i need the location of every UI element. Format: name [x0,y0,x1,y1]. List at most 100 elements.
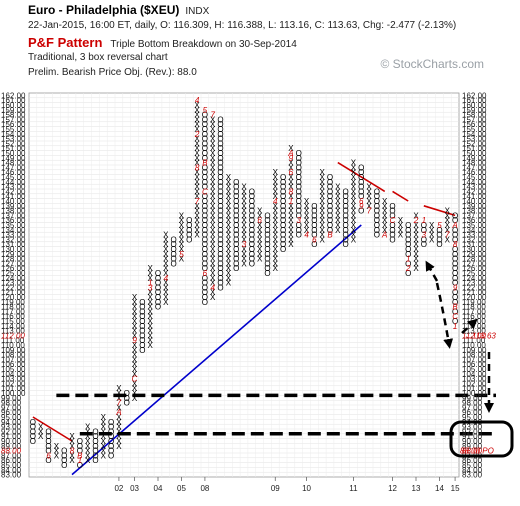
pf-o-box: O [296,211,302,220]
y-tick-label-left: 106.00 [1,360,26,369]
pf-x-box: X [116,432,122,441]
pf-o-box: O [124,394,130,403]
month-marker: 6 [46,451,51,460]
pf-x-box: X [163,245,169,254]
pf-x-box: X [366,202,372,211]
month-marker: 2 [405,264,411,273]
pf-o-box: O [92,437,98,446]
pf-x-box: X [54,447,60,456]
y-tick-label-left: 123.00 [1,279,26,288]
y-tick-label-left: 137.00 [1,211,26,220]
pf-o-box: O [92,432,98,441]
pf-x-box: X [241,211,247,220]
pf-o-box: O [233,207,239,216]
pf-x-box: X [210,264,216,273]
month-marker: B [77,451,83,460]
pf-x-box: X [382,207,388,216]
pf-o-box: O [358,163,364,172]
pf-x-box: X [335,207,341,216]
pf-o-box: O [280,240,286,249]
pf-x-box: X [69,451,75,460]
x-tick-label: 10 [302,484,311,493]
pf-o-box: O [108,442,114,451]
y-tick-label-right: 123.00 [462,279,487,288]
y-tick-label-left: 88.00 [1,447,22,456]
month-marker: B [327,231,333,240]
pf-o-box: O [202,178,208,187]
pf-x-box: X [241,207,247,216]
pf-x-box: X [320,192,326,201]
pf-o-box: O [202,183,208,192]
y-tick-label-left: 157.00 [1,115,26,124]
pf-o-box: O [217,154,223,163]
pf-x-box: X [241,216,247,225]
y-tick-label-right: 93.00 [462,423,483,432]
pf-o-box: O [343,202,349,211]
pf-x-box: X [413,259,419,268]
pf-o-box: O [327,216,333,225]
pf-o-box: O [139,341,145,350]
pf-o-box: O [202,144,208,153]
month-marker: 3 [148,283,153,292]
pf-x-box: X [148,312,154,321]
pf-o-box: O [280,178,286,187]
pf-x-box: X [116,389,122,398]
pf-o-box: O [217,216,223,225]
month-marker: A [381,231,387,240]
x-tick-label: 13 [412,484,421,493]
pf-o-box: O [155,283,161,292]
pf-o-box: O [264,231,270,240]
pf-o-box: O [374,202,380,211]
pf-x-box: X [335,187,341,196]
pf-o-box: O [296,202,302,211]
y-tick-label-right: 117.00 [462,307,486,316]
y-tick-label-right: 98.00 [462,399,483,408]
y-tick-label-right: 116.00 [462,312,486,321]
y-tick-label-left: 92.00 [1,427,22,436]
pf-x-box: X [210,202,216,211]
y-tick-label-right: 134.00 [462,226,487,235]
y-tick-label-right: 108.00 [462,351,487,360]
pf-x-box: X [351,173,357,182]
pf-o-box: O [217,168,223,177]
pf-o-box: O [311,240,317,249]
pf-x-box: X [163,283,169,292]
pf-o-box: O [202,288,208,297]
pf-x-box: X [288,221,294,230]
y-tick-label-left: 158.00 [1,111,26,120]
pf-x-box: X [273,259,279,268]
pf-o-box: O [264,255,270,264]
y-tick-label-right: 107.00 [462,355,487,364]
pf-o-box: O [405,250,411,259]
y-tick-label-left: 138.00 [1,207,26,216]
pf-o-box: O [217,187,223,196]
pf-o-box: O [61,451,67,460]
y-tick-label-right: 133.00 [462,231,487,240]
pf-x-box: X [148,327,154,336]
pf-o-box: O [280,173,286,182]
pf-x-box: X [194,202,200,211]
pf-o-box: O [217,163,223,172]
pf-x-box: X [445,221,451,230]
pf-o-box: O [249,240,255,249]
pf-x-box: X [69,432,75,441]
pf-x-box: X [54,442,60,451]
pf-o-box: O [327,178,333,187]
pf-x-box: X [304,216,310,225]
pf-o-box: O [233,178,239,187]
y-tick-label-left: 117.00 [1,307,25,316]
pf-x-box: X [148,274,154,283]
pf-o-box: O [421,226,427,235]
y-tick-label-right: 97.00 [462,403,483,412]
pf-o-box: O [217,283,223,292]
pf-o-box: O [233,240,239,249]
pf-x-box: X [226,274,232,283]
pf-x-box: X [132,370,138,379]
pf-o-box: O [296,231,302,240]
month-marker: 9 [132,336,137,345]
pf-o-box: O [264,269,270,278]
pf-x-box: X [351,159,357,168]
pf-x-box: X [273,240,279,249]
pf-x-box: X [351,221,357,230]
pf-x-box: X [273,264,279,273]
